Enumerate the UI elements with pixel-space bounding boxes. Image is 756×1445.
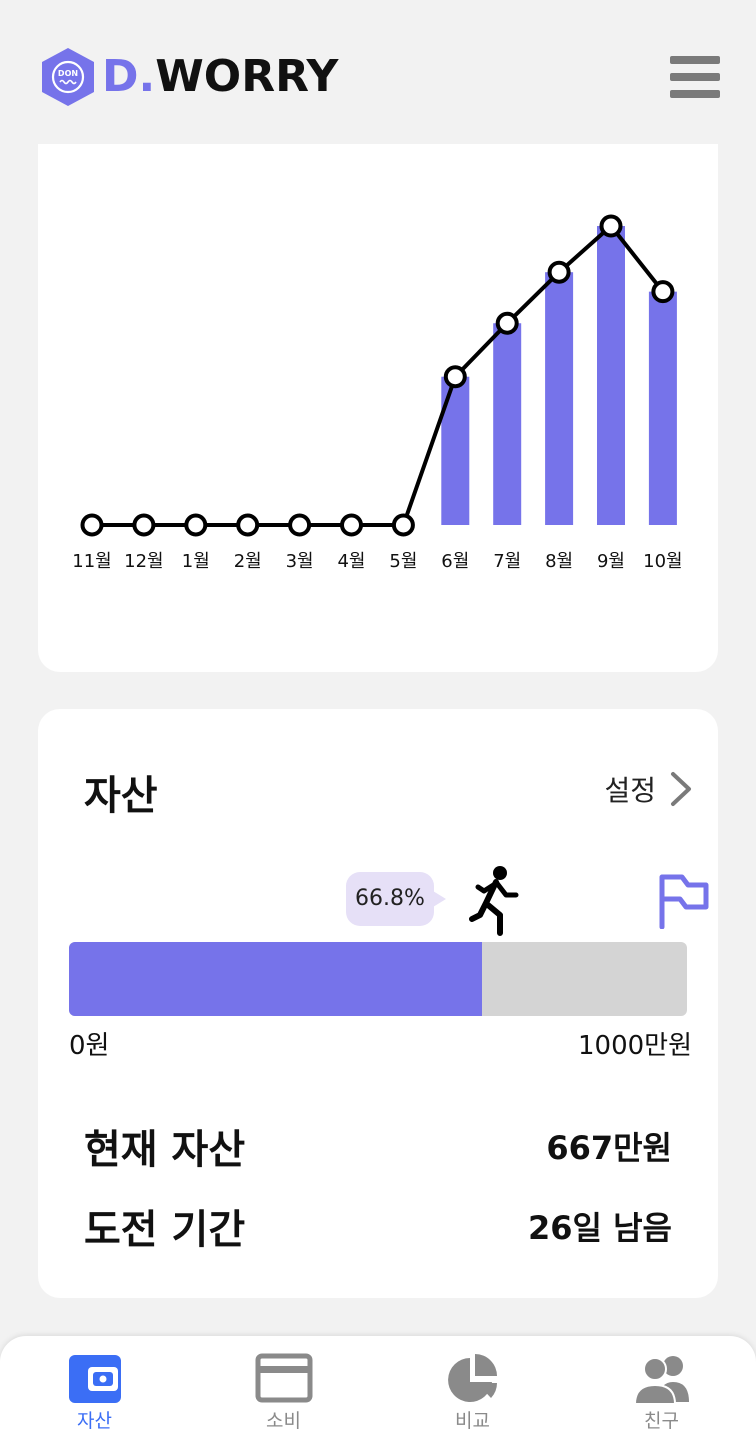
current-asset-value: 667만원 [546, 1129, 672, 1167]
data-point-10 [599, 214, 623, 238]
nav-tab-friends[interactable]: 친구 [567, 1336, 756, 1445]
nav-tab-asset[interactable]: 자산 [0, 1336, 189, 1445]
bottom-navigation: 자산 소비 비교 친구 [0, 1336, 756, 1445]
asset-history-chart-card: 11월 12월 1월 2월 3월 4월 5월 6월 7월 8월 9월 10월 [38, 144, 718, 672]
data-point-7 [443, 365, 467, 389]
data-point-4 [288, 513, 312, 537]
bar-8 [493, 323, 522, 525]
asset-card: 자산 설정 66.8% 0원 1000만원 현재 자산 667만원 도전 기간 … [38, 709, 718, 1298]
x-tick-label-4: 3월 [286, 551, 314, 572]
asset-history-chart: 11월 12월 1월 2월 3월 4월 5월 6월 7월 8월 9월 10월 [72, 214, 683, 572]
data-point-2 [184, 513, 208, 537]
x-tick-label-11: 10월 [643, 551, 682, 572]
x-tick-label-8: 7월 [493, 551, 521, 572]
app-header: DON D.WORRY [0, 0, 756, 140]
x-tick-label-3: 2월 [234, 551, 262, 572]
logo-worry: WORRY [155, 51, 339, 102]
data-point-0 [80, 513, 104, 537]
app-logo[interactable]: DON D.WORRY [40, 46, 338, 108]
asset-title: 자산 [84, 773, 158, 819]
nav-label-friends: 친구 [644, 1410, 679, 1432]
logo-badge-text: DON [58, 69, 78, 78]
pie-chart-icon [448, 1354, 497, 1402]
goal-flag-icon [659, 874, 709, 929]
nav-tab-spending[interactable]: 소비 [189, 1336, 378, 1445]
nav-tab-compare[interactable]: 비교 [378, 1336, 567, 1445]
x-tick-label-9: 8월 [545, 551, 573, 572]
friends-icon [633, 1356, 689, 1405]
chevron-right-icon [671, 772, 691, 806]
x-tick-label-0: 11월 [72, 551, 111, 572]
x-tick-label-7: 6월 [441, 551, 469, 572]
challenge-period-label: 도전 기간 [84, 1207, 246, 1253]
data-point-3 [236, 513, 260, 537]
logo-hex-icon: DON [42, 48, 94, 106]
bar-11 [648, 291, 677, 525]
hamburger-menu-icon[interactable] [670, 56, 720, 98]
x-tick-label-10: 9월 [597, 551, 625, 572]
challenge-period-value: 26일 남음 [528, 1209, 672, 1247]
settings-button[interactable]: 설정 [604, 769, 692, 809]
logo-d: D [102, 51, 139, 102]
data-point-9 [547, 260, 571, 284]
progress-min-label: 0원 [69, 1031, 110, 1061]
nav-label-spending: 소비 [266, 1410, 301, 1432]
bar-10 [597, 226, 625, 525]
x-tick-label-6: 5월 [389, 551, 417, 572]
bar-9 [545, 272, 574, 525]
x-tick-label-2: 1월 [182, 551, 210, 572]
current-asset-label: 현재 자산 [84, 1127, 246, 1173]
progress-max-label: 1000만원 [577, 1031, 692, 1061]
logo-dot: . [138, 51, 156, 102]
nav-label-asset: 자산 [77, 1410, 112, 1432]
progress-percent-bubble: 66.8% [346, 872, 446, 926]
running-person-icon [469, 866, 519, 936]
settings-label: 설정 [604, 774, 656, 807]
asset-progress-fill [69, 942, 482, 1016]
asset-progress-bar [69, 942, 687, 1016]
card-icon [255, 1353, 313, 1403]
data-point-5 [340, 513, 363, 537]
data-point-6 [391, 513, 415, 537]
nav-label-compare: 비교 [455, 1410, 490, 1432]
x-tick-label-5: 4월 [337, 551, 365, 572]
x-tick-label-1: 12월 [124, 551, 163, 572]
trend-line [92, 224, 665, 527]
data-point-11 [651, 280, 675, 304]
logo-wordmark: D.WORRY [102, 46, 338, 108]
data-point-8 [495, 311, 519, 335]
data-point-1 [132, 513, 156, 537]
wallet-icon [69, 1355, 121, 1403]
